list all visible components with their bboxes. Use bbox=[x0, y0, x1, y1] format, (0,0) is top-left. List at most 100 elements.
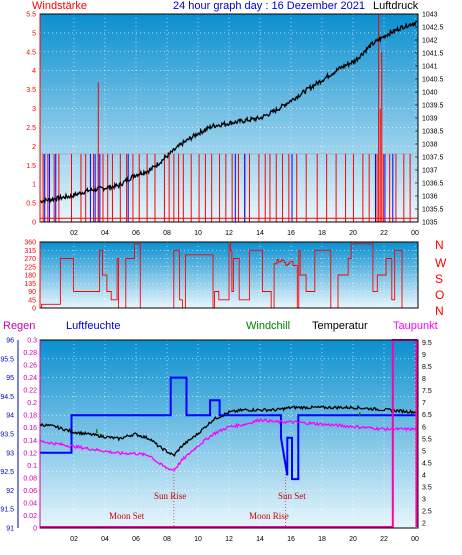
rain-tick-label: 0.12 bbox=[23, 450, 37, 457]
y-right-tick-label: 1035 bbox=[422, 220, 438, 227]
y-left-tick-label: 3.5 bbox=[26, 87, 36, 94]
moon-set-label: Moon Set bbox=[109, 511, 145, 521]
rain-tick-label: 0.18 bbox=[23, 413, 37, 420]
y-right-tick-label: 1041 bbox=[422, 64, 438, 71]
x-tick-label-bottom: 16 bbox=[287, 536, 295, 543]
y-left-tick-label: 0 bbox=[32, 220, 36, 227]
dewpoint-line bbox=[39, 417, 418, 471]
rain-tick-label: 0.26 bbox=[23, 363, 37, 370]
rain-tick-label: 0 bbox=[33, 526, 37, 533]
humidity-tick-label: 91.5 bbox=[0, 507, 14, 514]
temp-tick-label: 9.5 bbox=[422, 340, 432, 347]
humidity-tick-label: 94.5 bbox=[0, 394, 14, 401]
temp-tick-label: 2.5 bbox=[422, 509, 432, 516]
temp-tick-label: 4 bbox=[422, 472, 426, 479]
dir-tick-label: 180 bbox=[24, 273, 36, 280]
chart-title: 24 hour graph day : 16 Dezember 2021 bbox=[173, 0, 366, 12]
x-tick-label: 16 bbox=[287, 230, 295, 237]
y-left-tick-label: 3 bbox=[32, 106, 36, 113]
x-tick-label: 10 bbox=[194, 230, 202, 237]
humidity-label: Luftfeuchte bbox=[66, 320, 121, 332]
temp-tick-label: 8.5 bbox=[422, 364, 432, 371]
humidity-line bbox=[40, 376, 418, 481]
rain-tick-label: 0.1 bbox=[27, 463, 37, 470]
rain-tick-label: 0.22 bbox=[23, 388, 37, 395]
dir-tick-label: 135 bbox=[24, 281, 36, 288]
x-tick-label: 14 bbox=[256, 230, 264, 237]
dir-tick-label: 270 bbox=[24, 256, 36, 263]
dir-tick-label: 0 bbox=[32, 306, 36, 313]
temp-tick-label: 5.5 bbox=[422, 436, 432, 443]
humidity-tick-label: 93 bbox=[6, 450, 14, 457]
y-left-tick-label: 0.5 bbox=[26, 201, 36, 208]
rain-tick-label: 0.08 bbox=[23, 475, 37, 482]
wind-direction-line bbox=[40, 243, 418, 309]
x-tick-label-bottom: 18 bbox=[318, 536, 326, 543]
x-tick-label: 20 bbox=[349, 230, 357, 237]
x-tick-label: 08 bbox=[163, 230, 171, 237]
temperature-label: Temperatur bbox=[312, 320, 368, 332]
x-tick-label-bottom: 12 bbox=[225, 536, 233, 543]
y-right-tick-label: 1039.5 bbox=[422, 103, 444, 110]
pressure-line bbox=[39, 20, 418, 205]
temp-tick-label: 9 bbox=[422, 352, 426, 359]
humidity-tick-label: 96 bbox=[6, 338, 14, 345]
x-tick-label: 04 bbox=[101, 230, 109, 237]
wind-strength-label: Windstärke bbox=[32, 0, 88, 12]
direction-n-bottom: N bbox=[435, 304, 444, 318]
rain-tick-label: 0.2 bbox=[27, 400, 37, 407]
rain-tick-label: 0.04 bbox=[23, 500, 37, 507]
x-tick-label: 00 bbox=[411, 230, 419, 237]
x-tick-label-bottom: 22 bbox=[380, 536, 388, 543]
x-tick-label-bottom: 02 bbox=[70, 536, 78, 543]
x-tick-label-bottom: 00 bbox=[411, 536, 419, 543]
pressure-label: Luftdruck bbox=[373, 0, 419, 12]
temp-tick-label: 7 bbox=[422, 400, 426, 407]
y-left-tick-label: 4.5 bbox=[26, 49, 36, 56]
x-tick-label-bottom: 04 bbox=[101, 536, 109, 543]
rain-tick-label: 0.06 bbox=[23, 488, 37, 495]
y-right-tick-label: 1036.5 bbox=[422, 181, 444, 188]
dir-tick-label: 360 bbox=[24, 240, 36, 247]
dewpoint-label: Taupunkt bbox=[393, 320, 438, 332]
y-left-tick-label: 1.5 bbox=[26, 163, 36, 170]
moon-rise-label: Moon Rise bbox=[249, 511, 289, 521]
y-right-tick-label: 1035.5 bbox=[422, 207, 444, 214]
y-left-tick-label: 2.5 bbox=[26, 125, 36, 132]
x-tick-label: 12 bbox=[225, 230, 233, 237]
humidity-tick-label: 95.5 bbox=[0, 356, 14, 363]
y-right-tick-label: 1042 bbox=[422, 38, 438, 45]
y-right-tick-label: 1042.5 bbox=[422, 25, 444, 32]
direction-n-top: N bbox=[435, 238, 444, 252]
rain-label: Regen bbox=[3, 320, 36, 332]
sun-set-label: Sun Set bbox=[278, 491, 306, 501]
rain-tick-label: 0.14 bbox=[23, 438, 37, 445]
humidity-tick-label: 93.5 bbox=[0, 432, 14, 439]
dir-tick-label: 45 bbox=[28, 297, 36, 304]
y-right-tick-label: 1039 bbox=[422, 116, 438, 123]
rain-tick-label: 0.16 bbox=[23, 425, 37, 432]
x-tick-label: 22 bbox=[380, 230, 388, 237]
rain-tick-label: 0.28 bbox=[23, 350, 37, 357]
y-left-tick-label: 1 bbox=[32, 182, 36, 189]
y-right-tick-label: 1038 bbox=[422, 142, 438, 149]
x-tick-label-bottom: 20 bbox=[349, 536, 357, 543]
temp-tick-label: 4.5 bbox=[422, 460, 432, 467]
temp-tick-label: 8 bbox=[422, 376, 426, 383]
temp-tick-label: 2 bbox=[422, 521, 426, 528]
temp-tick-label: 5 bbox=[422, 448, 426, 455]
temp-tick-label: 6 bbox=[422, 424, 426, 431]
temp-tick-label: 3.5 bbox=[422, 485, 432, 492]
humidity-tick-label: 91 bbox=[6, 526, 14, 533]
direction-o: O bbox=[435, 288, 445, 302]
humidity-tick-label: 92 bbox=[6, 488, 14, 495]
sun-rise-label: Sun Rise bbox=[154, 491, 187, 501]
x-tick-label-bottom: 08 bbox=[163, 536, 171, 543]
humidity-tick-label: 94 bbox=[6, 413, 14, 420]
temp-tick-label: 3 bbox=[422, 497, 426, 504]
dir-tick-label: 90 bbox=[28, 289, 36, 296]
y-left-tick-label: 5.5 bbox=[26, 12, 36, 19]
y-right-tick-label: 1038.5 bbox=[422, 129, 444, 136]
y-right-tick-label: 1037 bbox=[422, 168, 438, 175]
